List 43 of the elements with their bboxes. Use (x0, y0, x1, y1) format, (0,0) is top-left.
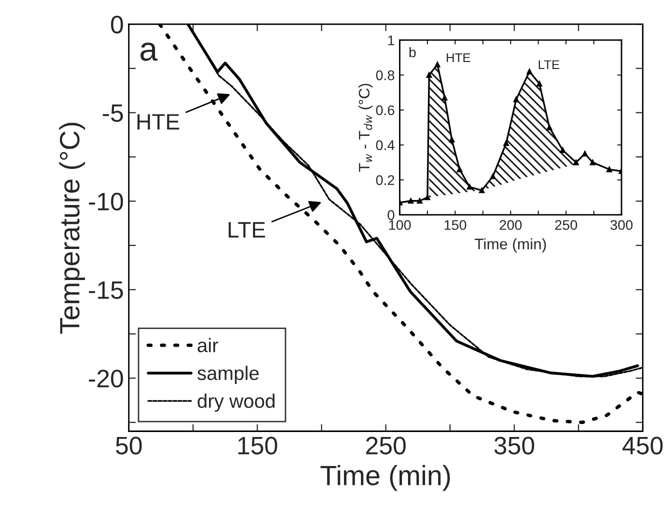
legend-label: sample (197, 366, 259, 384)
annotation: HTE (446, 53, 470, 62)
x-tick-label: 100 (389, 220, 411, 230)
y-tick-label: -20 (88, 370, 123, 388)
y-axis-title: Temperature (°C) (59, 122, 86, 334)
x-tick-label: 250 (366, 436, 406, 454)
point (442, 94, 448, 101)
y-tick-label: 0.2 (376, 175, 394, 186)
y-tick-label: 0.4 (376, 140, 394, 150)
y-tick-label: 0 (388, 210, 394, 220)
x-axis-title: Time (min) (320, 464, 450, 491)
point (426, 72, 432, 78)
x-tick-label: 200 (500, 220, 522, 230)
annotation: HTE (137, 114, 180, 130)
x-tick-label: 300 (610, 220, 633, 230)
point (434, 62, 440, 68)
annotation: LTE (228, 222, 266, 238)
x-tick-label: 150 (238, 436, 278, 454)
x-axis-title: Time (min) (474, 238, 546, 252)
x-tick-label: 150 (444, 220, 466, 230)
annotation: b (409, 47, 416, 58)
annotation: LTE (538, 60, 560, 69)
x-tick-label: 350 (494, 436, 534, 454)
legend-label: air (198, 338, 218, 352)
y-tick-label: 0.8 (376, 70, 394, 80)
point (449, 136, 455, 142)
x-tick-label: 450 (622, 436, 663, 454)
point (582, 150, 588, 156)
y-tick-label: 1 (388, 36, 394, 46)
y-tick-label: 0.6 (376, 105, 394, 116)
y-axis-title: T$_{w}$ - T$_{dw}$ (°C) (358, 84, 373, 172)
x-tick-label: 250 (555, 220, 578, 230)
point (560, 147, 566, 153)
y-tick-label: -5 (102, 104, 123, 122)
y-tick-label: -10 (88, 192, 123, 210)
y-tick-label: -15 (88, 282, 123, 299)
x-tick-label: 50 (116, 436, 142, 454)
point (503, 140, 509, 146)
point (546, 124, 552, 130)
point (424, 194, 430, 200)
annotation: a (140, 42, 158, 61)
y-tick-label: 0 (111, 16, 123, 34)
legend-label: dry wood (198, 394, 275, 412)
